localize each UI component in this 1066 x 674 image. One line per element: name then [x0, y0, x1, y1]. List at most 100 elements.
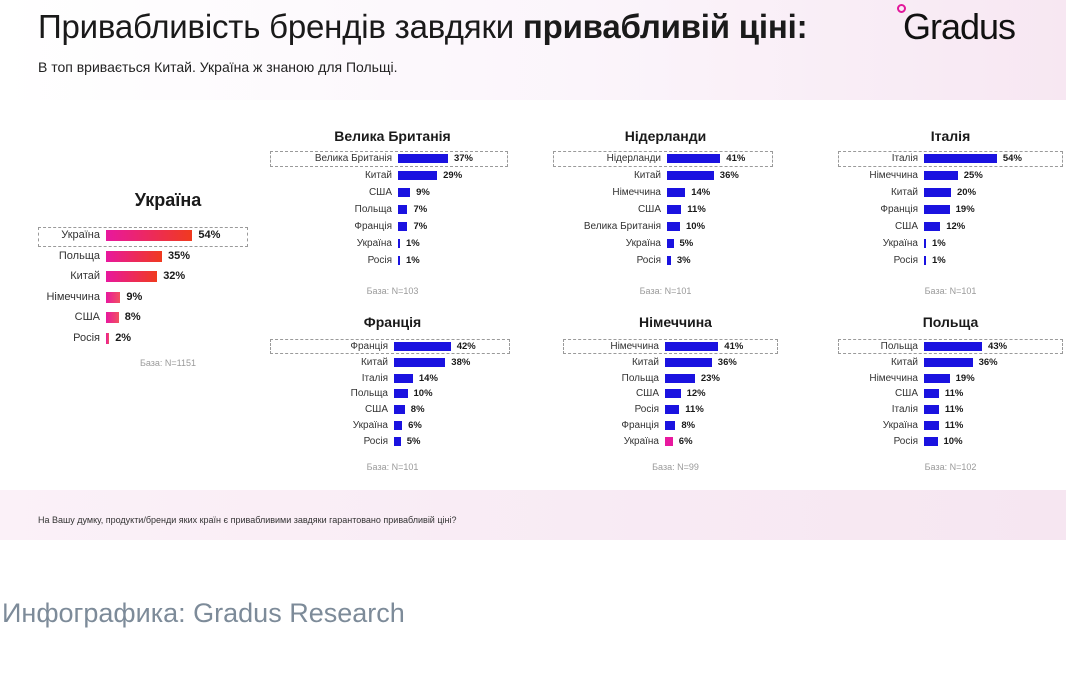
bar-row: Україна 6% — [563, 436, 788, 453]
chart-panel-6: Польща Польща 43% Китай 36% Німеччина 19% США 11… — [838, 314, 1063, 476]
bar-row: Нідерланди 41% — [553, 151, 778, 171]
value-label: 41% — [726, 153, 746, 164]
bar-row: Україна 11% — [838, 420, 1063, 437]
category-label: Росія — [363, 435, 388, 447]
value-label: 1% — [932, 255, 946, 266]
bar — [394, 357, 446, 367]
category-label: Франція — [350, 341, 388, 352]
value-label: 8% — [681, 420, 696, 431]
bar — [106, 230, 193, 241]
bar — [398, 222, 408, 231]
value-label: 35% — [168, 249, 191, 262]
bar — [667, 188, 686, 197]
bar-row: Франція 42% — [270, 339, 515, 358]
bar-row: Польща 10% — [270, 388, 515, 405]
value-label: 38% — [451, 356, 471, 368]
category-label: США — [74, 311, 100, 323]
bar-row: США 8% — [270, 404, 515, 421]
category-label: Велика Британія — [314, 153, 392, 164]
header-band — [0, 0, 1066, 100]
value-label: 11% — [687, 204, 706, 215]
category-label: Китай — [631, 356, 659, 368]
bar-row: Польща 23% — [563, 372, 788, 390]
bar — [665, 342, 719, 351]
bar — [665, 373, 695, 383]
bar — [106, 332, 110, 344]
bar — [667, 222, 680, 231]
bar — [665, 357, 712, 367]
value-label: 1% — [406, 255, 420, 266]
category-label: Німеччина — [46, 290, 100, 303]
value-label: 6% — [408, 420, 422, 431]
bar — [106, 312, 119, 323]
bar — [667, 154, 721, 163]
bar-row: Німеччина 41% — [563, 339, 788, 358]
value-label: 5% — [406, 435, 421, 447]
bar-row: США 11% — [838, 388, 1063, 405]
bar-row: Німеччина 14% — [553, 187, 778, 205]
value-label: 1% — [932, 238, 946, 249]
value-label: 43% — [988, 341, 1008, 352]
logo-text: Gradus — [903, 6, 1016, 47]
value-label: 54% — [198, 229, 221, 241]
bar-row: Китай 38% — [270, 356, 515, 374]
highlight-box — [38, 227, 248, 247]
category-label: Китай — [364, 170, 392, 181]
chart-panel-5: Німеччина Німеччина 41% Китай 36% Польща 23% СШ… — [563, 314, 788, 476]
chart-title: Нідерланди — [624, 128, 707, 144]
bar — [667, 256, 671, 265]
question-band — [0, 490, 1066, 540]
sample-base: База: N=101 — [366, 462, 419, 472]
chart-title: Італія — [930, 128, 971, 144]
bar-row: США 9% — [270, 187, 515, 205]
value-label: 14% — [691, 187, 711, 198]
category-label: Китай — [890, 187, 918, 198]
category-label: Франція — [354, 221, 392, 232]
sample-base: База: N=103 — [366, 286, 419, 296]
value-label: 36% — [978, 356, 998, 368]
category-label: Італія — [361, 372, 388, 384]
bar — [398, 188, 411, 197]
value-label: 20% — [957, 187, 977, 198]
category-label: США — [894, 388, 918, 400]
category-label: Польща — [58, 249, 100, 262]
chart-title: Польща — [922, 314, 979, 330]
value-label: 10% — [413, 388, 433, 400]
bar — [394, 389, 408, 399]
category-label: Польща — [880, 341, 918, 352]
value-label: 8% — [124, 311, 141, 323]
sample-base: База: N=102 — [924, 462, 977, 472]
bar — [398, 256, 400, 265]
bar-row: Росія 5% — [270, 435, 515, 453]
category-label: США — [368, 187, 392, 198]
bar-row: Китай 36% — [563, 356, 788, 374]
bar — [924, 342, 983, 351]
value-label: 3% — [676, 255, 691, 266]
bar-row: Італія 14% — [270, 372, 515, 390]
bar — [394, 342, 451, 351]
category-label: Китай — [70, 270, 100, 282]
bar — [924, 154, 997, 163]
bar — [398, 205, 408, 214]
category-label: Нідерланди — [606, 153, 661, 164]
bar-row: Німеччина 25% — [838, 170, 1063, 188]
bar-row: Польща 43% — [838, 339, 1063, 358]
value-label: 29% — [443, 170, 463, 181]
bar-row: Велика Британія 10% — [553, 221, 778, 239]
category-label: Росія — [636, 255, 661, 266]
category-label: Росія — [367, 255, 392, 266]
image-caption: Инфографика: Gradus Research — [2, 598, 405, 628]
value-label: 11% — [944, 420, 964, 431]
chart-panel-1: Велика Британія Велика Британія 37% Китай 29… — [270, 128, 515, 300]
chart-panel-2: Нідерланди Нідерланди 41% Китай 36% Німеччина… — [553, 128, 778, 300]
category-label: Німеччина — [612, 187, 661, 198]
bar-row: США 11% — [553, 204, 778, 222]
title-bold: привабливій ціні: — [522, 8, 808, 45]
bar-row: Польща 7% — [270, 204, 515, 222]
logo-dot-icon — [897, 4, 906, 13]
bar — [106, 291, 121, 303]
bar-row: Росія 1% — [270, 255, 515, 273]
bar-row: Німеччина 19% — [838, 373, 1063, 390]
bar — [665, 405, 680, 415]
category-label: Польща — [621, 372, 659, 384]
